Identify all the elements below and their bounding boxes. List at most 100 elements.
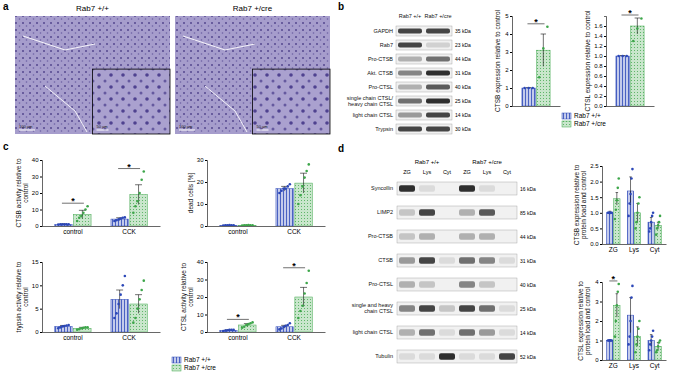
y-tick-mark bbox=[40, 262, 42, 263]
y-tick-mark bbox=[40, 309, 42, 310]
data-point bbox=[305, 282, 308, 285]
y-tick-mark bbox=[600, 197, 602, 198]
figure-svg: abcdRab7 +/+100 µm50 µmRab7 +/cre100 µm5… bbox=[0, 0, 673, 384]
y-tick-mark bbox=[205, 204, 207, 205]
lane-label: ZG bbox=[463, 169, 471, 175]
error-bar bbox=[135, 295, 142, 314]
blot-strip bbox=[396, 26, 452, 36]
row-label-line: chain CTSL bbox=[364, 308, 393, 314]
bar bbox=[655, 225, 661, 244]
y-tick: 0.8 bbox=[594, 63, 606, 69]
band bbox=[426, 99, 450, 104]
plot-area bbox=[55, 275, 147, 332]
y-tick: 10 bbox=[197, 201, 207, 207]
data-point bbox=[142, 170, 145, 173]
error-bar bbox=[636, 203, 639, 222]
y-tick: 30 bbox=[197, 277, 207, 283]
data-point bbox=[636, 212, 639, 215]
y-tick: 1 bbox=[505, 85, 512, 91]
bar bbox=[614, 199, 620, 244]
error-bar bbox=[620, 56, 625, 57]
band bbox=[499, 353, 515, 360]
data-point bbox=[631, 285, 634, 288]
error-bar-cap bbox=[635, 18, 640, 19]
x-axis: controlCCK bbox=[208, 332, 326, 341]
data-point bbox=[531, 87, 534, 90]
data-point bbox=[651, 215, 654, 218]
y-axis-title-line: dead cells [%] bbox=[187, 173, 195, 214]
y-tick-label: 10 bbox=[32, 283, 39, 289]
band bbox=[499, 185, 515, 192]
y-tick: 1.0 bbox=[590, 210, 602, 216]
y-label-group: CTSB activity relative tocontrol bbox=[15, 158, 29, 227]
data-point bbox=[615, 320, 618, 323]
blot-strip bbox=[396, 68, 452, 78]
error-bar-stem bbox=[543, 34, 544, 66]
y-tick: 0 bbox=[595, 357, 602, 363]
band bbox=[419, 281, 435, 288]
x-tick-label: CCK bbox=[287, 228, 301, 235]
y-tick-label: 20 bbox=[197, 294, 204, 300]
y-tick-mark bbox=[600, 302, 602, 303]
y-label-group: CTSB expression relative toprotein load … bbox=[573, 164, 588, 245]
y-tick: 5 bbox=[505, 13, 512, 19]
y-tick-label: 0.0 bbox=[594, 103, 603, 109]
x-axis: ZGLysCyt bbox=[603, 360, 667, 370]
y-tick-mark bbox=[600, 360, 602, 361]
x-tick-label: Cyt bbox=[650, 246, 660, 254]
data-point bbox=[542, 47, 545, 50]
data-point bbox=[251, 224, 254, 226]
error-bar bbox=[650, 217, 653, 226]
error-bar bbox=[616, 294, 619, 317]
legend: Rab7 +/+Rab7 +/cre bbox=[562, 112, 606, 127]
data-point bbox=[656, 349, 659, 352]
tissue bbox=[15, 16, 170, 134]
y-tick: 0 bbox=[200, 329, 207, 335]
kda-label: 30 kDa bbox=[455, 126, 471, 132]
image-label: Rab7 +/+ bbox=[76, 4, 109, 13]
blot-strip bbox=[397, 278, 517, 291]
legend-item: Rab7 +/cre bbox=[172, 364, 216, 371]
y-tick: 0 bbox=[35, 223, 42, 229]
data-point bbox=[615, 208, 618, 211]
data-point bbox=[132, 321, 135, 324]
bar-chart: 0102030controlCCKdead cells [%] bbox=[187, 157, 326, 234]
band bbox=[499, 209, 515, 216]
data-point bbox=[628, 335, 631, 338]
lane-label: Rab7 +/+ bbox=[399, 13, 422, 19]
y-tick-label: 2 bbox=[505, 67, 509, 73]
bar bbox=[607, 213, 613, 244]
y-tick-label: 5 bbox=[35, 306, 39, 312]
y-axis-title-line: CTSB expression relative to control bbox=[494, 10, 502, 112]
kda-label: 85 kDa bbox=[520, 210, 536, 216]
tissue-streak bbox=[183, 36, 255, 50]
data-point bbox=[638, 320, 641, 323]
error-bar-stem bbox=[138, 295, 139, 314]
y-tick-label: 0.4 bbox=[594, 83, 603, 89]
data-point bbox=[625, 55, 628, 58]
data-point bbox=[649, 343, 652, 346]
y-axis-title-line: control bbox=[187, 287, 194, 307]
error-bar-cap bbox=[281, 186, 288, 187]
y-tick: 1 bbox=[595, 338, 602, 344]
data-point bbox=[616, 199, 619, 202]
data-point bbox=[286, 185, 289, 188]
data-point bbox=[634, 227, 637, 230]
band bbox=[439, 185, 455, 192]
data-point bbox=[301, 304, 304, 307]
scale-bar bbox=[97, 130, 109, 131]
y-tick-mark bbox=[205, 160, 207, 161]
western-blot: Rab7 +/+Rab7 +/creGAPDH35 kDaRab723 kDaP… bbox=[347, 13, 471, 134]
y-tick: 40 bbox=[32, 157, 42, 163]
band bbox=[426, 71, 450, 76]
y-label-group: CTSL expression relative to control bbox=[584, 10, 592, 111]
y-tick-label: 0.0 bbox=[590, 241, 599, 247]
y-axis-line bbox=[205, 263, 208, 333]
band bbox=[439, 281, 455, 288]
error-bar bbox=[635, 18, 640, 34]
data-point bbox=[278, 192, 281, 195]
bar-chart: 0.00.51.01.52.02.5ZGLysCytCTSB expressio… bbox=[573, 163, 667, 253]
error-bar bbox=[60, 223, 67, 225]
y-label-group: CTSL activity relative tocontrol bbox=[180, 263, 194, 331]
data-point bbox=[232, 329, 235, 332]
